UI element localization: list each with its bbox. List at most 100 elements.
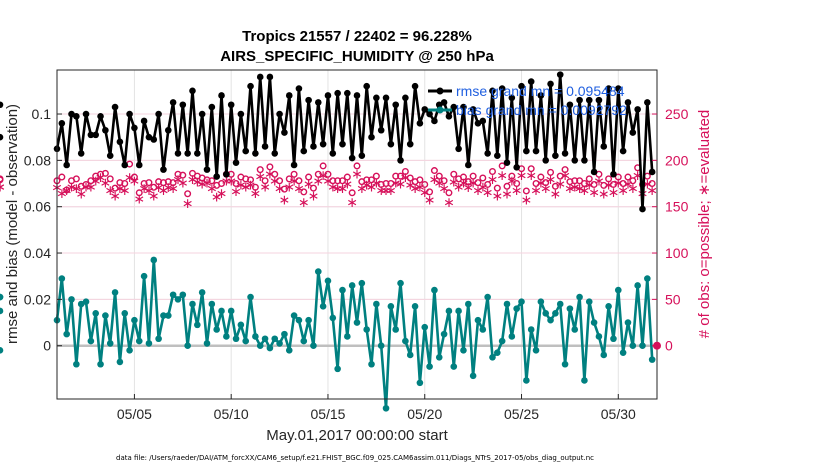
obs-possible-point bbox=[513, 180, 521, 188]
bias-point bbox=[169, 291, 177, 299]
obs-possible-point bbox=[295, 177, 303, 185]
obs-evaluated-point: ∗ bbox=[269, 174, 281, 190]
obs-possible-point bbox=[353, 162, 361, 170]
bias-point bbox=[82, 298, 90, 305]
obs-possible-point bbox=[479, 174, 487, 182]
bias-point bbox=[131, 316, 138, 324]
obs-evaluated-point: ∗ bbox=[632, 168, 644, 184]
rmse-point bbox=[411, 82, 419, 90]
rmse-point bbox=[227, 101, 235, 109]
y2-tick-label: 100 bbox=[665, 245, 689, 261]
rmse-point bbox=[140, 117, 148, 125]
y-tick-label: 0.1 bbox=[32, 106, 52, 122]
bias-point bbox=[0, 347, 4, 354]
obs-evaluated-point: ∗ bbox=[182, 196, 194, 212]
bias-point bbox=[561, 360, 569, 368]
obs-possible-point bbox=[547, 168, 555, 176]
rmse-point bbox=[324, 92, 332, 99]
bias-point bbox=[406, 351, 414, 359]
bias-point bbox=[474, 316, 482, 324]
obs-possible-point bbox=[368, 176, 376, 184]
bias-point bbox=[256, 342, 264, 350]
obs-possible-point bbox=[135, 189, 143, 197]
obs-evaluated-point: ∗ bbox=[506, 174, 518, 190]
obs-possible-point bbox=[421, 180, 429, 188]
x-tick-label: 05/30 bbox=[601, 406, 636, 422]
bias-point bbox=[595, 333, 603, 340]
obs-evaluated-point: ∗ bbox=[104, 183, 116, 199]
rmse-point bbox=[213, 173, 220, 180]
obs-possible-point bbox=[464, 178, 472, 186]
bias-point bbox=[111, 289, 119, 296]
rmse-point bbox=[566, 101, 574, 109]
rmse-point bbox=[276, 110, 283, 118]
bias-point bbox=[624, 319, 632, 326]
obs-possible-point bbox=[551, 182, 559, 190]
obs-evaluated-point: ∗ bbox=[162, 180, 174, 196]
rmse-point bbox=[610, 170, 617, 178]
obs-evaluated-point: ∗ bbox=[240, 179, 252, 195]
obs-evaluated-point: ∗ bbox=[327, 179, 339, 195]
obs-possible-point bbox=[590, 180, 598, 188]
y2-zero-marker bbox=[653, 341, 661, 350]
y-tick-label: 0.06 bbox=[24, 199, 51, 215]
rmse-point bbox=[561, 150, 569, 157]
rmse-point bbox=[542, 157, 550, 164]
obs-possible-point bbox=[426, 188, 434, 196]
bias-point bbox=[0, 307, 4, 315]
rmse-point bbox=[160, 166, 167, 173]
bias-point bbox=[469, 372, 477, 380]
bias-point bbox=[237, 321, 245, 329]
obs-possible-point bbox=[629, 177, 637, 185]
rmse-point bbox=[334, 89, 341, 97]
rmse-point bbox=[368, 133, 375, 141]
obs-possible-point bbox=[459, 173, 467, 181]
obs-evaluated-point: ∗ bbox=[341, 177, 353, 193]
bias-point bbox=[600, 351, 608, 359]
rmse-point bbox=[0, 133, 4, 141]
obs-possible-point bbox=[309, 184, 317, 192]
obs-possible-point bbox=[271, 170, 279, 178]
rmse-point bbox=[479, 117, 487, 125]
bias-point bbox=[344, 333, 351, 340]
bias-point bbox=[387, 303, 395, 310]
bias-point bbox=[339, 286, 346, 294]
obs-evaluated-point: ∗ bbox=[530, 183, 542, 199]
rmse-point bbox=[363, 82, 370, 90]
obs-evaluated-point: ∗ bbox=[288, 174, 300, 190]
obs-evaluated-point: ∗ bbox=[80, 179, 92, 195]
obs-possible-point bbox=[614, 173, 622, 181]
obs-possible-point bbox=[276, 177, 284, 185]
rmse-point bbox=[310, 143, 317, 150]
obs-evaluated-point: ∗ bbox=[617, 183, 629, 199]
bias-point bbox=[281, 330, 288, 338]
obs-possible-point bbox=[382, 180, 390, 188]
obs-evaluated-point: ∗ bbox=[0, 179, 6, 195]
bias-point bbox=[116, 358, 124, 366]
rmse-point bbox=[189, 87, 196, 95]
bias-point bbox=[261, 335, 269, 343]
rmse-point bbox=[518, 82, 525, 90]
obs-possible-point bbox=[338, 177, 346, 185]
axis-ticks: 05/05 05/10 05/15 05/20 05/25 05/30 0 0.02 0.04 0… bbox=[24, 106, 689, 422]
rmse-point bbox=[595, 96, 603, 104]
bias-point bbox=[271, 335, 279, 343]
bias-point bbox=[102, 312, 109, 319]
rmse-point bbox=[508, 94, 516, 102]
rmse-point bbox=[469, 106, 477, 113]
obs-evaluated-point: ∗ bbox=[482, 185, 494, 201]
obs-evaluated-point: ∗ bbox=[264, 166, 276, 182]
obs-evaluated-point: ∗ bbox=[148, 189, 160, 205]
bias-point bbox=[518, 298, 525, 305]
obs-possible-point bbox=[522, 187, 530, 195]
bias-point bbox=[319, 303, 327, 310]
obs-possible-point bbox=[256, 166, 264, 174]
bias-point bbox=[155, 335, 162, 343]
rmse-point bbox=[440, 99, 448, 106]
obs-evaluated-point: ∗ bbox=[109, 189, 121, 205]
x-tick-label: 05/05 bbox=[117, 406, 152, 422]
rmse-point bbox=[87, 131, 95, 139]
obs-evaluated-point: ∗ bbox=[211, 190, 223, 206]
bias-point bbox=[498, 337, 506, 345]
bias-point bbox=[242, 337, 250, 345]
